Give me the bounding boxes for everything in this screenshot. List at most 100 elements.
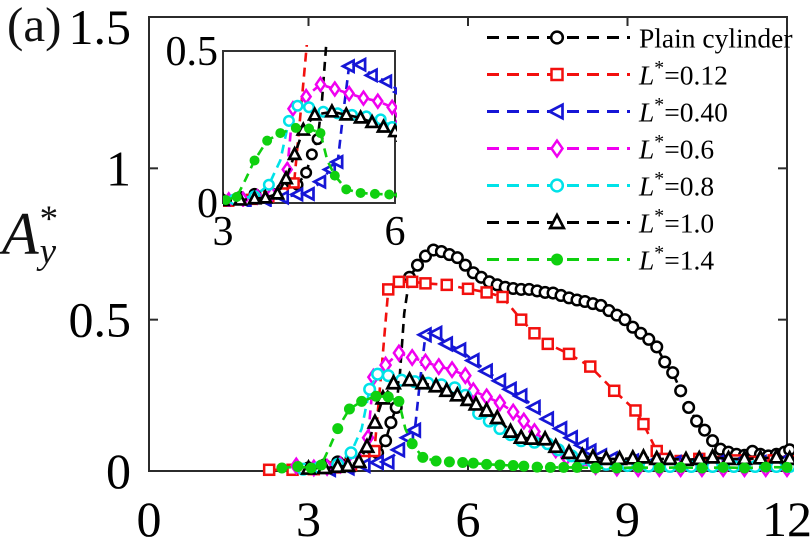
marker-diamond-icon bbox=[343, 84, 356, 103]
series-L-1.4 bbox=[276, 390, 793, 474]
marker-circle-filled-icon bbox=[315, 128, 326, 139]
legend-item-L-0.8: L*=0.8 bbox=[487, 168, 714, 202]
inset-x-tick-label: 6 bbox=[385, 209, 406, 255]
marker-triangle-up-icon bbox=[421, 144, 432, 155]
x-tick-label: 3 bbox=[296, 491, 321, 540]
marker-triangle-left-icon bbox=[727, 188, 738, 199]
series-L-1.0 bbox=[223, 102, 635, 207]
marker-circle-filled-icon bbox=[262, 135, 273, 146]
y-axis-label-sup: * bbox=[39, 199, 59, 240]
y-tick-label: 1.5 bbox=[69, 0, 132, 55]
marker-circle-open-icon bbox=[482, 19, 492, 29]
marker-triangle-up-icon bbox=[720, 449, 737, 466]
marker-circle-open-icon bbox=[465, 17, 475, 27]
marker-circle-open-icon bbox=[706, 434, 720, 448]
marker-triangle-up-icon bbox=[324, 102, 340, 118]
marker-circle-filled-icon bbox=[611, 462, 623, 474]
marker-circle-filled-icon bbox=[406, 438, 418, 450]
marker-triangle-up-icon bbox=[427, 376, 445, 393]
marker-triangle-up-icon bbox=[502, 421, 519, 439]
marker-diamond-icon bbox=[458, 366, 472, 386]
marker-triangle-up-icon bbox=[624, 448, 642, 465]
marker-diamond-icon bbox=[371, 92, 384, 110]
marker-square-icon bbox=[584, 360, 597, 373]
marker-circle-open-icon bbox=[674, 384, 688, 398]
marker-triangle-up-icon bbox=[624, 186, 635, 197]
marker-triangle-up-icon bbox=[385, 373, 403, 390]
marker-triangle-up-icon bbox=[523, 428, 541, 445]
inset-y-tick-label: 0 bbox=[197, 181, 218, 227]
marker-circle-filled-icon bbox=[355, 187, 366, 198]
marker-circle-filled-icon bbox=[443, 456, 455, 468]
marker-triangle-left-icon bbox=[590, 188, 601, 199]
y-axis-label: A * y bbox=[2, 199, 59, 269]
marker-triangle-left-icon bbox=[512, 172, 523, 183]
marker-circle-filled-icon bbox=[343, 403, 355, 415]
marker-circle-filled-icon bbox=[717, 461, 729, 473]
marker-square-icon bbox=[461, 282, 475, 296]
marker-triangle-up-icon bbox=[278, 169, 294, 185]
marker-circle-filled-icon bbox=[508, 195, 517, 204]
marker-circle-filled-icon bbox=[479, 195, 488, 204]
marker-square-icon bbox=[448, 47, 457, 56]
marker-square-icon bbox=[176, 197, 185, 206]
marker-triangle-left-icon bbox=[490, 372, 507, 390]
marker-diamond-icon bbox=[597, 194, 606, 207]
series-L-1.4 bbox=[223, 122, 629, 205]
marker-circle-open-icon bbox=[344, 446, 358, 460]
marker-circle-filled-icon bbox=[531, 461, 543, 473]
marker-triangle-up-icon bbox=[547, 437, 565, 454]
marker-circle-open-icon bbox=[491, 22, 501, 32]
series-L-1.0 bbox=[300, 370, 794, 475]
marker-square-icon bbox=[528, 327, 541, 340]
marker-circle-filled-icon bbox=[393, 395, 405, 407]
marker-triangle-left-icon bbox=[551, 420, 568, 438]
marker-circle-filled-icon bbox=[465, 195, 474, 204]
marker-triangle-left-icon bbox=[612, 189, 623, 200]
marker-triangle-up-icon bbox=[704, 447, 722, 464]
marker-triangle-up-icon bbox=[573, 446, 591, 463]
marker-circle-filled-icon bbox=[451, 194, 460, 203]
marker-circle-open-icon bbox=[458, 258, 472, 272]
marker-diamond-icon bbox=[511, 189, 520, 202]
marker-triangle-up-icon bbox=[414, 373, 432, 390]
marker-triangle-up-icon bbox=[478, 400, 496, 417]
marker-square-icon bbox=[620, 188, 629, 197]
legend-item-L-0.12: L*=0.12 bbox=[487, 57, 728, 91]
marker-circle-filled-icon bbox=[620, 195, 629, 204]
marker-circle-open-icon bbox=[462, 169, 472, 179]
marker-triangle-left-icon bbox=[546, 102, 564, 121]
marker-circle-filled-icon bbox=[518, 460, 530, 472]
marker-triangle-left-icon bbox=[475, 145, 486, 156]
marker-square-icon bbox=[629, 404, 642, 417]
y-tick-label: 0.5 bbox=[69, 292, 132, 348]
marker-triangle-up-icon bbox=[584, 447, 602, 464]
legend-item-L-1.4: L*=1.4 bbox=[487, 242, 714, 276]
marker-circle-open-icon bbox=[476, 171, 486, 181]
marker-circle-filled-icon bbox=[675, 461, 687, 473]
marker-triangle-left-icon bbox=[461, 134, 472, 145]
marker-diamond-icon bbox=[439, 137, 448, 150]
marker-triangle-left-icon bbox=[476, 362, 493, 380]
marker-triangle-left-icon bbox=[415, 326, 432, 344]
marker-square-icon bbox=[720, 188, 729, 197]
marker-circle-filled-icon bbox=[332, 423, 344, 435]
marker-diamond-icon bbox=[528, 192, 537, 205]
marker-triangle-up-icon bbox=[635, 447, 652, 464]
marker-circle-open-icon bbox=[737, 194, 747, 204]
marker-square-icon bbox=[571, 138, 580, 147]
marker-triangle-up-icon bbox=[306, 105, 323, 121]
marker-triangle-up-icon bbox=[246, 189, 263, 205]
marker-circle-filled-icon bbox=[574, 195, 583, 204]
marker-circle-filled-icon bbox=[467, 457, 479, 469]
marker-circle-filled-icon bbox=[760, 461, 772, 473]
inset-y-tick-label: 0.5 bbox=[166, 29, 219, 75]
marker-triangle-up-icon bbox=[597, 449, 615, 466]
marker-triangle-left-icon bbox=[351, 56, 367, 73]
marker-triangle-left-icon bbox=[328, 154, 344, 170]
marker-circle-open-icon bbox=[585, 193, 595, 203]
marker-circle-open-icon bbox=[658, 355, 672, 369]
legend-label: L*=0.40 bbox=[638, 94, 728, 127]
marker-triangle-up-icon bbox=[547, 212, 567, 230]
